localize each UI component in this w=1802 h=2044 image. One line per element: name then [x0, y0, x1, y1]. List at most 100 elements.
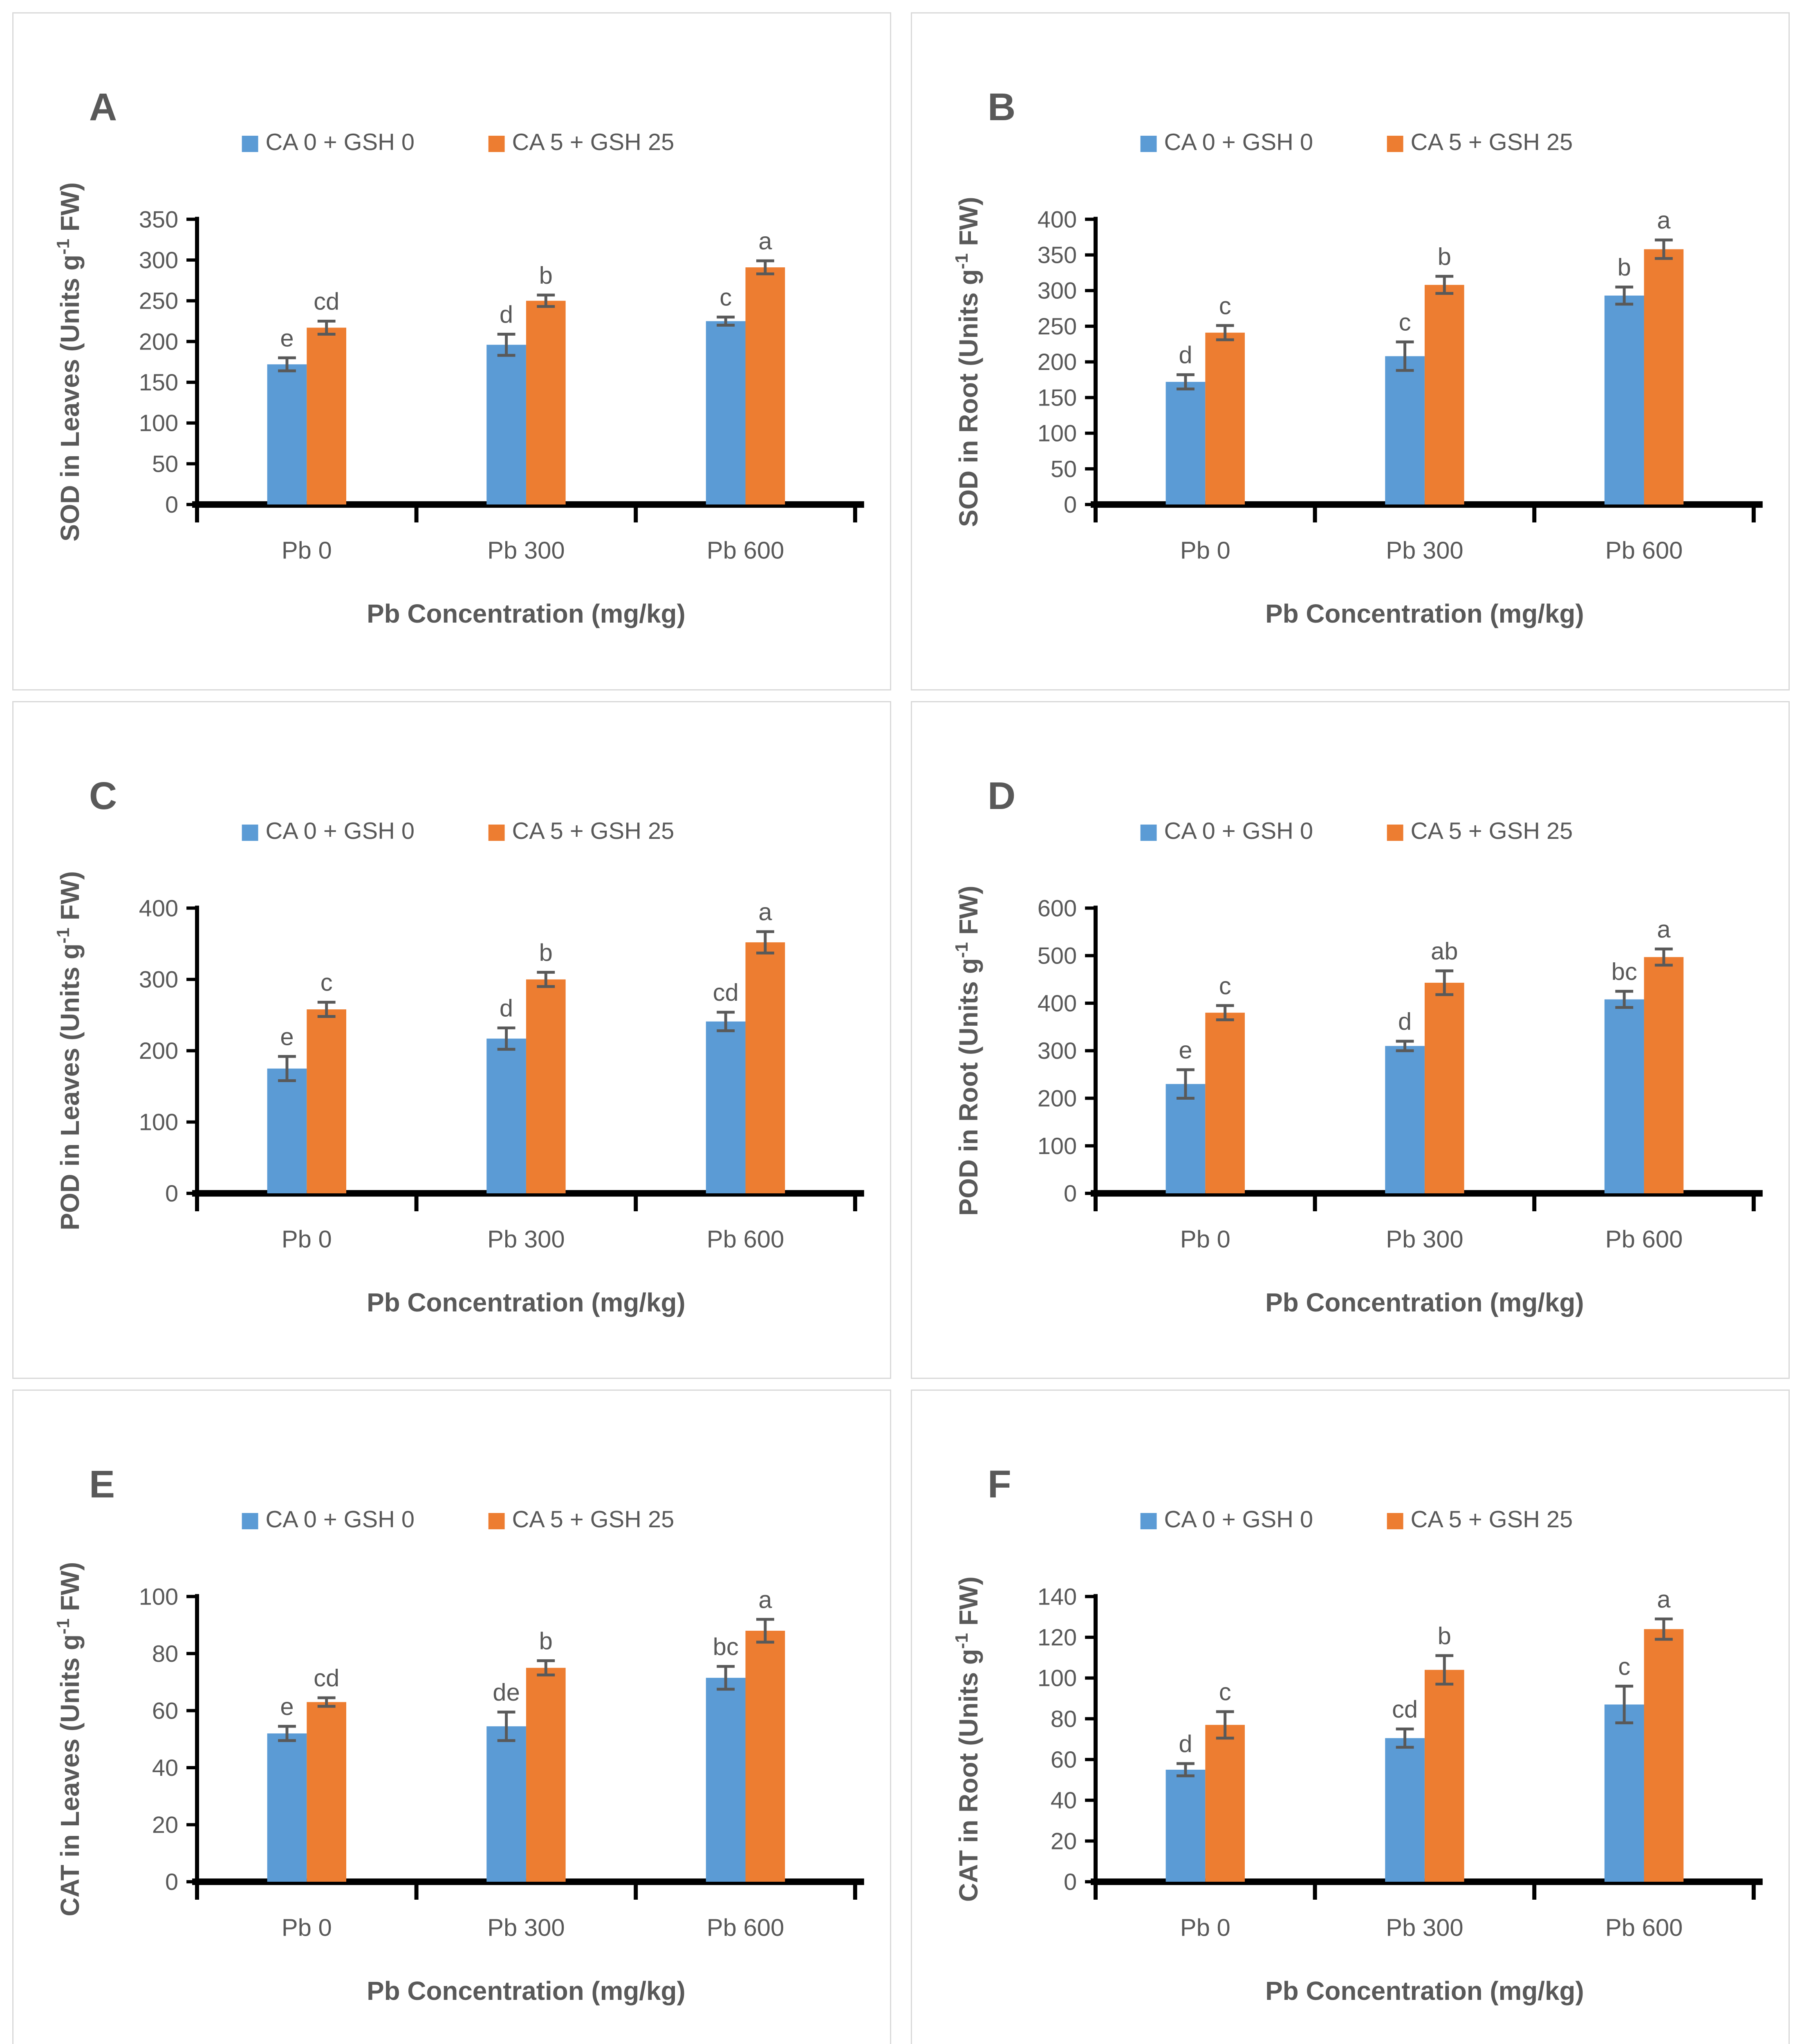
bar-treated-pb600	[1644, 957, 1684, 1193]
sig-letter: d	[500, 994, 513, 1022]
legend-swatch-icon	[1387, 824, 1403, 841]
bar-control-pb600	[706, 1021, 746, 1193]
legend-swatch-icon	[242, 136, 258, 152]
legend-swatch-icon	[1387, 1513, 1403, 1530]
error-bar	[1435, 275, 1454, 295]
legend: CA 0 + GSH 0 CA 5 + GSH 25	[1140, 129, 1573, 155]
bars: ecd db c a	[267, 227, 785, 505]
error-bar	[756, 1618, 774, 1644]
y-tick-label: 150	[1038, 385, 1077, 411]
y-tick-label: 0	[165, 1869, 178, 1895]
y-tick-label: 300	[1038, 278, 1077, 304]
error-bar	[1216, 324, 1234, 341]
bar-control-pb0	[1165, 1084, 1206, 1193]
bar-control-pb300	[1385, 356, 1425, 505]
error-bar	[1435, 969, 1454, 996]
bar-control-pb0	[267, 1068, 307, 1193]
chart-canvas-C: C CA 0 + GSH 0 CA 5 + GSH 25 0 100 200 300 400 e…	[53, 774, 864, 1317]
error-bar	[497, 1710, 515, 1742]
y-tick-label: 20	[152, 1812, 178, 1838]
bar-treated-pb300	[1424, 982, 1464, 1193]
legend-label: CA 5 + GSH 25	[1411, 818, 1573, 844]
legend: CA 0 + GSH 0 CA 5 + GSH 25	[1140, 1506, 1573, 1533]
sig-letter: b	[1438, 243, 1451, 270]
sig-letter: bc	[713, 1633, 739, 1661]
error-bar	[756, 259, 774, 276]
legend-label: CA 0 + GSH 0	[265, 1506, 415, 1533]
error-bar	[1177, 1068, 1195, 1100]
error-bar	[537, 294, 555, 308]
y-tick-label: 200	[1038, 349, 1077, 375]
legend-swatch-icon	[242, 824, 258, 841]
y-tick-label: 100	[1038, 1133, 1077, 1159]
bar-treated-pb0	[1205, 332, 1245, 505]
x-axis-title: Pb Concentration (mg/kg)	[367, 1977, 686, 2006]
error-bar	[1396, 340, 1414, 372]
x-category-label: Pb 300	[487, 1914, 565, 1941]
legend-label: CA 0 + GSH 0	[265, 818, 415, 844]
y-tick-label: 0	[1064, 1869, 1077, 1895]
error-bar	[1435, 1654, 1454, 1686]
error-bar	[1396, 1040, 1414, 1052]
y-axis-title: SOD in Root (Units g-1 FW)	[952, 197, 983, 527]
x-category-label: Pb 0	[282, 1914, 332, 1941]
sig-letter: a	[758, 227, 772, 255]
error-bar	[1216, 1004, 1234, 1021]
legend-swatch-icon	[488, 136, 505, 152]
x-category-label: Pb 300	[1386, 537, 1464, 564]
sig-letter: b	[539, 939, 553, 966]
error-bar	[1177, 1762, 1195, 1777]
y-tick-label: 140	[1038, 1584, 1077, 1610]
y-tick-label: 20	[1051, 1829, 1077, 1855]
y-tick-label: 40	[1051, 1788, 1077, 1814]
y-tick-label: 0	[1064, 1181, 1077, 1207]
legend-swatch-icon	[1387, 136, 1403, 152]
panel-f: F CA 0 + GSH 0 CA 5 + GSH 25 0 20 40 60 80 100 12…	[911, 1390, 1790, 2044]
error-bar	[537, 1659, 555, 1677]
chart-canvas-B: B CA 0 + GSH 0 CA 5 + GSH 25 0 50 100 150 200 25…	[952, 85, 1763, 628]
error-bar	[1396, 1728, 1414, 1749]
sig-letter: d	[1179, 341, 1192, 369]
y-tick-label: 300	[139, 966, 178, 993]
sig-letter: a	[1657, 206, 1671, 234]
x-category-label: Pb 300	[487, 1225, 565, 1253]
chart-canvas-D: D CA 0 + GSH 0 CA 5 + GSH 25 0 100 200 300 400 5…	[952, 774, 1763, 1317]
bar-control-pb0	[1165, 1770, 1206, 1882]
y-tick-label: 50	[1051, 456, 1077, 482]
error-bar	[1654, 1618, 1673, 1641]
legend-label: CA 5 + GSH 25	[1411, 1506, 1573, 1533]
x-axis-title: Pb Concentration (mg/kg)	[1265, 1288, 1584, 1317]
panel-c: C CA 0 + GSH 0 CA 5 + GSH 25 0 100 200 300 400 e…	[12, 701, 891, 1379]
error-bar	[717, 1665, 735, 1691]
legend-label: CA 5 + GSH 25	[512, 818, 675, 844]
error-bar	[1216, 1710, 1234, 1740]
error-bar	[497, 1026, 515, 1051]
error-bar	[1615, 285, 1634, 306]
sig-letter: de	[493, 1679, 520, 1706]
bar-treated-pb600	[745, 1631, 785, 1882]
y-tick-label: 400	[139, 895, 178, 921]
y-tick-label: 200	[1038, 1085, 1077, 1112]
bar-control-pb300	[486, 345, 526, 505]
sig-letter: cd	[1392, 1696, 1418, 1723]
bar-control-pb0	[267, 1733, 307, 1882]
sig-letter: c	[1618, 1653, 1630, 1680]
x-category-label: Pb 600	[1605, 1225, 1683, 1253]
error-bar	[1654, 947, 1673, 967]
legend: CA 0 + GSH 0 CA 5 + GSH 25	[242, 818, 675, 844]
y-tick-label: 60	[1051, 1747, 1077, 1773]
error-bar	[317, 1696, 336, 1708]
x-category-label: Pb 0	[1180, 537, 1230, 564]
sig-letter: e	[280, 324, 294, 352]
sig-letter: b	[539, 262, 553, 289]
bar-control-pb600	[706, 321, 746, 505]
y-tick-label: 350	[1038, 242, 1077, 269]
panel-a: A CA 0 + GSH 0 CA 5 + GSH 25 0 50 100 150 200 25…	[12, 12, 891, 690]
bar-control-pb300	[486, 1726, 526, 1882]
y-tick-label: 300	[1038, 1038, 1077, 1064]
y-tick-label: 50	[152, 451, 178, 477]
bar-control-pb0	[267, 364, 307, 505]
sig-letter: c	[1219, 972, 1231, 1000]
panel-letter: C	[89, 774, 117, 818]
